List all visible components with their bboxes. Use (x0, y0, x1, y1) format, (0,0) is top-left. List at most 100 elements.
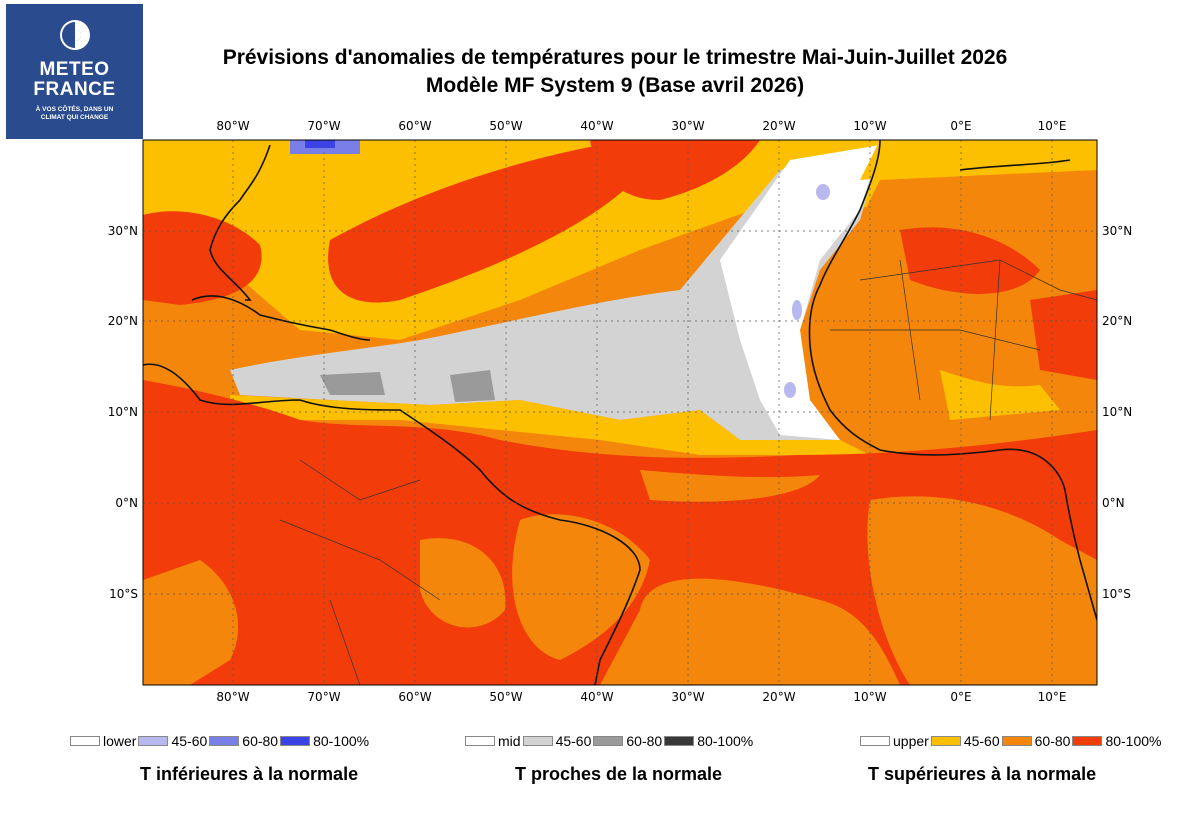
lon-label-top: 0°E (950, 119, 971, 133)
legend-caption-upper: T supérieures à la normale (868, 764, 1097, 784)
legend-swatch (465, 736, 495, 746)
grid-lines (143, 140, 1097, 685)
legend-label: 45-60 (555, 733, 592, 749)
lon-label-bottom: 50°W (489, 690, 522, 704)
legend-label: upper (893, 733, 929, 749)
legend-item-lower: lower (70, 733, 136, 749)
zone-upper-80-100-tropics (143, 380, 1097, 685)
legend-swatch (1001, 736, 1032, 746)
borders (279, 259, 1097, 685)
lat-label-left: 10°S (109, 587, 138, 601)
lat-label-right: 10°S (1102, 587, 1131, 601)
zone-upper-80-100-east (1030, 290, 1097, 380)
zone-mid-60-80-a (320, 372, 385, 395)
legend-upper: upper 45-60 60-80 80-100% (860, 732, 1163, 750)
zone-upper-80-100-top (590, 140, 760, 200)
legend-label: 60-80 (242, 733, 279, 749)
title-line-1: Prévisions d'anomalies de températures p… (222, 46, 1008, 69)
lat-label-right: 10°N (1102, 405, 1132, 419)
meteo-france-emblem-icon (59, 20, 90, 50)
zone-lower-45-60-b (792, 300, 802, 320)
legend-swatch (1072, 736, 1103, 746)
legend-label: 60-80 (1034, 733, 1071, 749)
lon-label-top: 60°W (398, 119, 431, 133)
axis-tick-labels: 80°W 80°W 70°W 70°W 60°W 60°W 50°W 50°W 40°W 40°W… (108, 119, 1133, 704)
zone-mid-60-80-b (450, 370, 495, 402)
zone-upper-80-100-northatlantic (328, 145, 650, 303)
zone-upper-60-80-southatlantic (867, 496, 1097, 685)
legend-item-lower: 45-60 (138, 733, 207, 749)
lat-label-right: 30°N (1102, 224, 1132, 238)
coastline-cuba-hispaniola (191, 295, 371, 341)
legend-label: 80-100% (697, 733, 754, 749)
legend-lower: lower 45-60 60-80 80-100% (70, 732, 371, 750)
lon-label-top: 70°W (307, 119, 340, 133)
zone-lower-45-60-c (784, 382, 796, 398)
zone-upper-45-60-africa-north (860, 140, 1097, 180)
lat-label-left: 30°N (108, 224, 138, 238)
lon-label-bottom: 80°W (216, 690, 249, 704)
lat-label-right: 0°N (1102, 496, 1125, 510)
lon-label-bottom: 40°W (580, 690, 613, 704)
legend-swatch (209, 736, 240, 746)
zone-upper-60-80-brazil (512, 514, 650, 660)
zone-upper-60-80-equator (640, 470, 820, 502)
lon-label-top: 30°W (671, 119, 704, 133)
legend-swatch (522, 736, 553, 746)
zone-upper-45-60-sahel (940, 370, 1060, 420)
legend-label: 60-80 (626, 733, 663, 749)
zone-upper-60-80-andes (143, 560, 239, 685)
coastline-south-america (143, 363, 641, 685)
logo-text-line2: FRANCE (33, 79, 116, 100)
legend-swatch (593, 736, 624, 746)
legend-item-mid: mid (465, 733, 521, 749)
zone-upper-80-100-sahara (900, 227, 1040, 294)
legend-swatch (860, 736, 890, 746)
title-line-2: Modèle MF System 9 (Base avril 2026) (425, 74, 805, 97)
legend-swatch (280, 736, 311, 746)
legend-swatch (664, 736, 695, 746)
legend-item-lower: 80-100% (280, 733, 369, 749)
map-field (143, 140, 1097, 685)
meteo-france-logo: METEO FRANCE À VOS CÔTÉS, DANS UN CLIMAT… (6, 4, 143, 139)
map-frame (142, 139, 1098, 686)
legend-label: mid (498, 733, 521, 749)
legend-mid: mid 45-60 60-80 80-100% (465, 732, 755, 750)
lon-label-top: 10°E (1038, 119, 1067, 133)
page-title: Prévisions d'anomalies de températures p… (150, 44, 1080, 100)
lat-label-left: 20°N (108, 314, 138, 328)
legend-item-upper: 80-100% (1072, 733, 1161, 749)
legend-item-mid: 45-60 (522, 733, 592, 749)
zone-mid-white (720, 145, 880, 440)
legend-label: 80-100% (1105, 733, 1162, 749)
legend-item-upper: upper (860, 733, 929, 749)
lon-label-top: 40°W (580, 119, 613, 133)
lon-label-bottom: 70°W (307, 690, 340, 704)
legend-item-upper: 60-80 (1001, 733, 1071, 749)
zone-lower-45-60-a (816, 184, 830, 200)
zone-lower-80-100 (305, 140, 335, 148)
lat-label-right: 20°N (1102, 314, 1132, 328)
legend-item-upper: 45-60 (930, 733, 1000, 749)
lat-label-left: 10°N (108, 405, 138, 419)
legend-swatch (930, 736, 961, 746)
legend-item-mid: 60-80 (593, 733, 662, 749)
coastline-mediterranean (959, 159, 1071, 171)
legend-swatch (138, 736, 169, 746)
lon-label-top: 10°W (853, 119, 886, 133)
lon-label-bottom: 0°E (950, 690, 971, 704)
legend-label: 45-60 (963, 733, 1000, 749)
logo-text-line1: METEO (39, 59, 110, 80)
lon-label-top: 20°W (762, 119, 795, 133)
coastline-us-east (209, 144, 271, 301)
lon-label-top: 50°W (489, 119, 522, 133)
coastline-west-africa (808, 140, 1097, 621)
legend-caption-mid: T proches de la normale (515, 764, 723, 784)
legend-item-lower: 60-80 (209, 733, 278, 749)
lon-label-top: 80°W (216, 119, 249, 133)
legend-label: 45-60 (171, 733, 208, 749)
logo-tagline-1: À VOS CÔTÉS, DANS UN (35, 106, 114, 113)
lon-label-bottom: 10°E (1038, 690, 1067, 704)
lon-label-bottom: 10°W (853, 690, 886, 704)
